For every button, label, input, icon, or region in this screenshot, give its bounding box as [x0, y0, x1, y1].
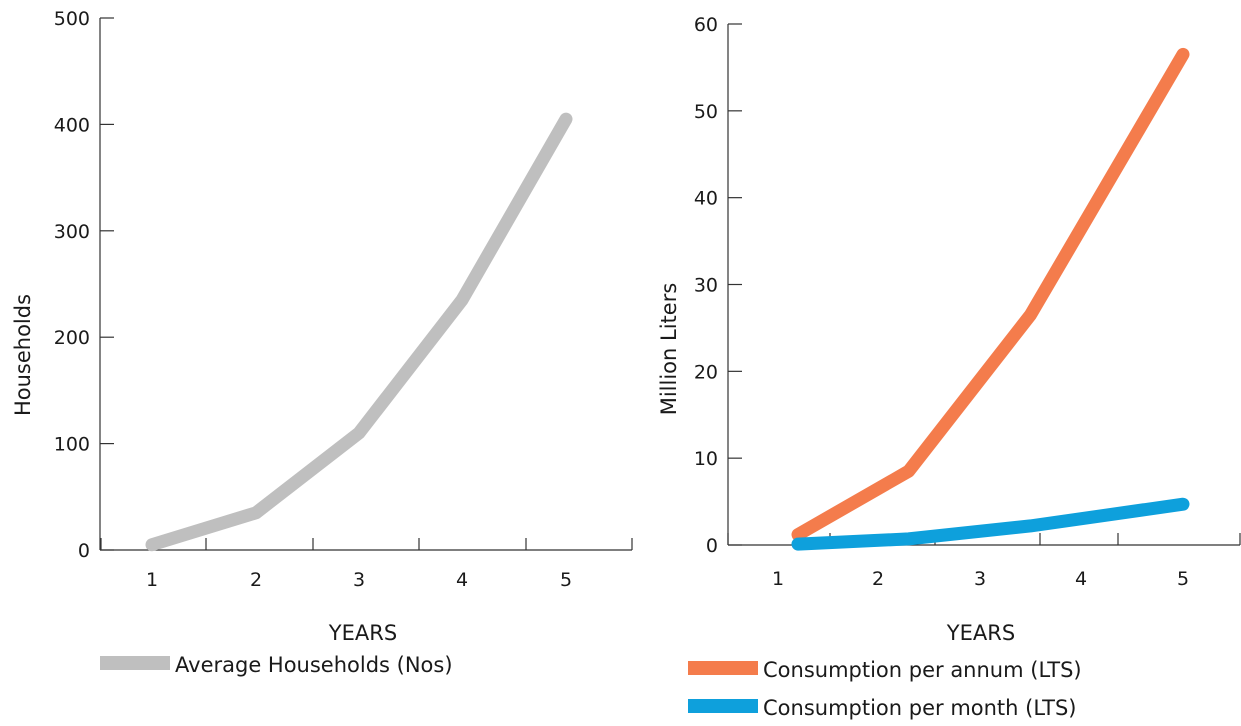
legend-swatch — [100, 656, 170, 670]
y-tick-label: 50 — [694, 101, 718, 123]
legend-label: Consumption per month (LTS) — [763, 696, 1077, 720]
x-tick-label: 3 — [974, 568, 986, 590]
households-chart: 0 100 200 300 400 500 1 2 3 4 5 Households YEARS Aver… — [11, 8, 633, 677]
x-tick-label: 5 — [1177, 568, 1189, 590]
x-tick-label: 4 — [1075, 568, 1087, 590]
y-tick-label: 40 — [694, 188, 718, 210]
y-tick-label: 200 — [54, 327, 90, 349]
y-tick-label: 0 — [706, 535, 718, 557]
x-tick-label: 5 — [560, 569, 572, 591]
y-axis-title: Million Liters — [657, 283, 681, 416]
legend-label: Consumption per annum (LTS) — [763, 658, 1082, 682]
y-tick-label: 30 — [694, 275, 718, 297]
y-tick-label: 0 — [78, 540, 90, 562]
y-tick-label: 10 — [694, 448, 718, 470]
series-line-1 — [791, 497, 1190, 551]
series-line-0 — [791, 47, 1190, 542]
consumption-chart: 0 10 20 30 40 50 60 1 2 3 4 5 Million Liters YEARS Con… — [657, 14, 1241, 720]
x-tick-label: 3 — [353, 569, 365, 591]
legend-swatch — [688, 699, 758, 713]
legend-label: Average Households (Nos) — [175, 653, 453, 677]
x-tick-label: 2 — [872, 568, 884, 590]
y-tick-label: 400 — [54, 114, 90, 136]
x-tick-label: 4 — [456, 569, 468, 591]
x-tick-label: 1 — [772, 568, 784, 590]
x-tick-label: 1 — [146, 569, 158, 591]
series-line-0 — [145, 112, 573, 552]
y-tick-label: 20 — [694, 361, 718, 383]
x-axis-title: YEARS — [328, 621, 397, 645]
x-tick-label: 2 — [250, 569, 262, 591]
legend-swatch — [688, 661, 758, 675]
y-tick-label: 500 — [54, 8, 90, 30]
y-axis-title: Households — [11, 294, 35, 416]
y-tick-label: 300 — [54, 221, 90, 243]
y-tick-label: 60 — [694, 14, 718, 36]
y-tick-label: 100 — [54, 434, 90, 456]
x-axis-title: YEARS — [946, 621, 1015, 645]
